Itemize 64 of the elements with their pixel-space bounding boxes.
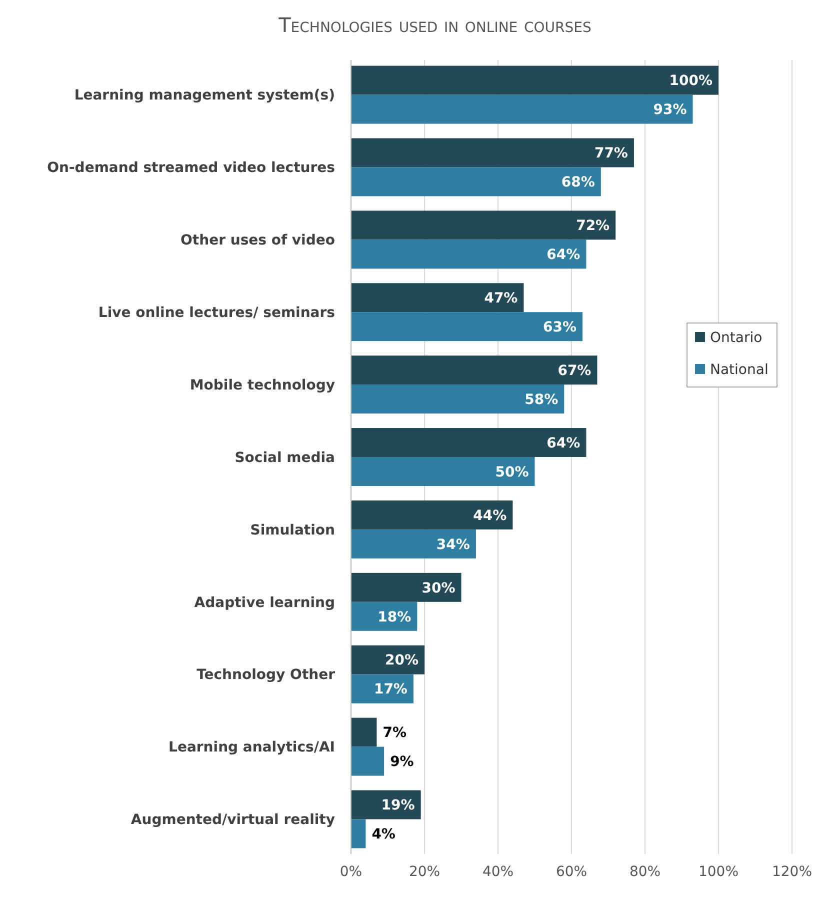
y-tick-label: On-demand streamed video lectures bbox=[47, 160, 335, 176]
data-label: 20% bbox=[384, 652, 418, 669]
data-label: 50% bbox=[495, 464, 529, 480]
data-label: 47% bbox=[484, 290, 518, 307]
y-tick-label: Learning management system(s) bbox=[74, 88, 335, 104]
data-label: 19% bbox=[381, 798, 415, 814]
y-tick-label: Live online lectures/ seminars bbox=[98, 305, 335, 322]
bar bbox=[351, 66, 718, 95]
bar bbox=[351, 283, 524, 312]
y-tick-label: Other uses of video bbox=[180, 232, 336, 249]
x-tick-label: 60% bbox=[556, 864, 588, 880]
data-label: 17% bbox=[374, 682, 408, 698]
bar bbox=[351, 457, 535, 486]
bar bbox=[351, 645, 424, 674]
x-tick-label: 0% bbox=[340, 864, 362, 880]
bar bbox=[351, 94, 693, 124]
x-tick-label: 100% bbox=[698, 864, 739, 880]
y-tick-label: Simulation bbox=[250, 522, 335, 538]
bar bbox=[351, 718, 377, 747]
data-label: 64% bbox=[546, 435, 580, 452]
bar bbox=[351, 167, 601, 196]
data-label: 72% bbox=[576, 218, 610, 234]
x-tick-label: 120% bbox=[772, 864, 812, 880]
data-label: 30% bbox=[422, 580, 456, 596]
data-label: 77% bbox=[594, 146, 628, 162]
bar bbox=[351, 138, 634, 168]
data-label: 63% bbox=[543, 320, 577, 336]
data-label: 67% bbox=[558, 362, 592, 379]
x-tick-label: 40% bbox=[482, 864, 514, 880]
data-label: 64% bbox=[546, 247, 580, 264]
bar bbox=[351, 500, 513, 530]
legend-label: National bbox=[710, 362, 768, 378]
data-label: 7% bbox=[382, 725, 407, 742]
y-tick-label: Augmented/virtual reality bbox=[130, 812, 335, 828]
data-label: 34% bbox=[436, 536, 470, 553]
data-label: 93% bbox=[653, 102, 687, 118]
y-tick-label: Technology Other bbox=[196, 667, 336, 684]
bar bbox=[351, 384, 564, 414]
y-tick-label: Social media bbox=[234, 450, 335, 466]
bar bbox=[351, 210, 616, 240]
y-tick-label: Learning analytics/AI bbox=[168, 740, 335, 756]
x-tick-label: 80% bbox=[629, 864, 661, 880]
y-tick-label: Mobile technology bbox=[190, 377, 335, 394]
x-tick-label: 20% bbox=[408, 864, 440, 880]
legend-label: Ontario bbox=[710, 330, 762, 346]
data-label: 44% bbox=[473, 508, 507, 524]
bar bbox=[351, 428, 586, 457]
bar bbox=[351, 312, 583, 342]
data-label: 58% bbox=[524, 392, 558, 408]
y-tick-label: Adaptive learning bbox=[194, 594, 335, 611]
chart-title: Technologies used in online courses bbox=[278, 13, 592, 37]
bar bbox=[351, 240, 586, 269]
bar bbox=[351, 572, 462, 602]
bar bbox=[351, 674, 414, 704]
bar bbox=[351, 790, 421, 820]
data-label: 9% bbox=[390, 754, 414, 770]
data-label: 68% bbox=[561, 174, 595, 191]
bar bbox=[351, 356, 598, 385]
data-label: 18% bbox=[378, 609, 412, 626]
data-label: 4% bbox=[372, 826, 396, 843]
bar bbox=[351, 746, 384, 776]
bar bbox=[351, 529, 476, 558]
data-label: 100% bbox=[669, 73, 712, 90]
bar bbox=[351, 819, 366, 848]
